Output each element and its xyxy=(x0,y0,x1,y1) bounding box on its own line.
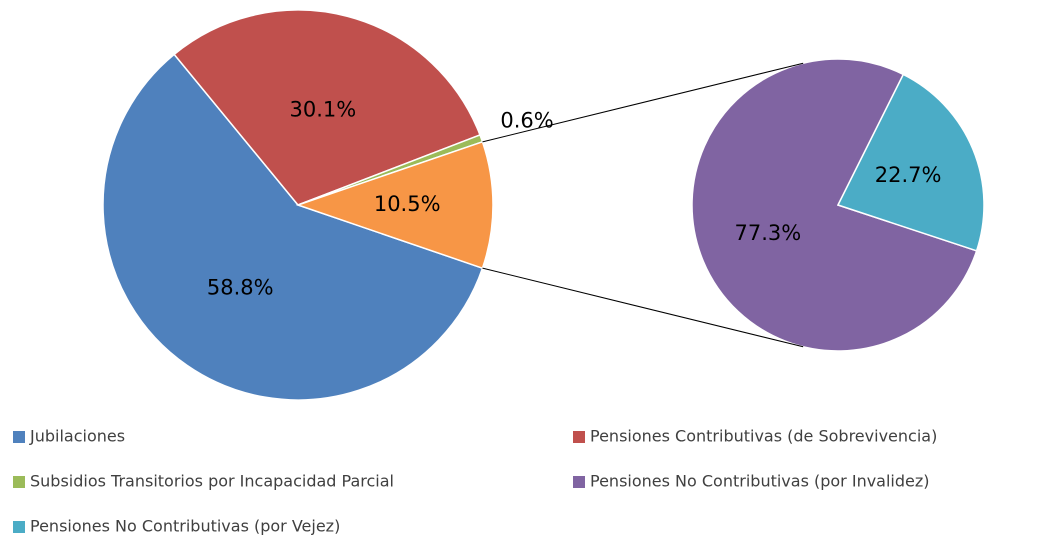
legend-label: Subsidios Transitorios por Incapacidad P… xyxy=(30,472,394,491)
data-label: 77.3% xyxy=(735,221,802,245)
legend-label: Pensiones No Contributivas (por Vejez) xyxy=(30,517,340,536)
pie-slice xyxy=(295,140,494,270)
legend-label: Jubilaciones xyxy=(29,427,125,446)
legend-label: Pensiones No Contributivas (por Invalide… xyxy=(590,472,930,491)
legend-swatch xyxy=(13,476,25,488)
connector-line xyxy=(482,267,804,348)
data-label: 0.6% xyxy=(500,109,553,133)
legend-swatch xyxy=(13,521,25,533)
pie-slice xyxy=(836,73,985,252)
legend-swatch xyxy=(573,431,585,443)
legend-label: Pensiones Contributivas (de Sobrevivenci… xyxy=(590,427,937,446)
pie-slice xyxy=(102,53,484,401)
legend-swatch xyxy=(13,431,25,443)
legend-swatch xyxy=(573,476,585,488)
data-label: 58.8% xyxy=(207,275,274,299)
data-label: 30.1% xyxy=(289,98,356,122)
data-label: 10.5% xyxy=(374,192,441,216)
connector-line xyxy=(482,62,804,143)
data-label: 22.7% xyxy=(875,163,942,187)
pie-slice xyxy=(173,9,481,206)
